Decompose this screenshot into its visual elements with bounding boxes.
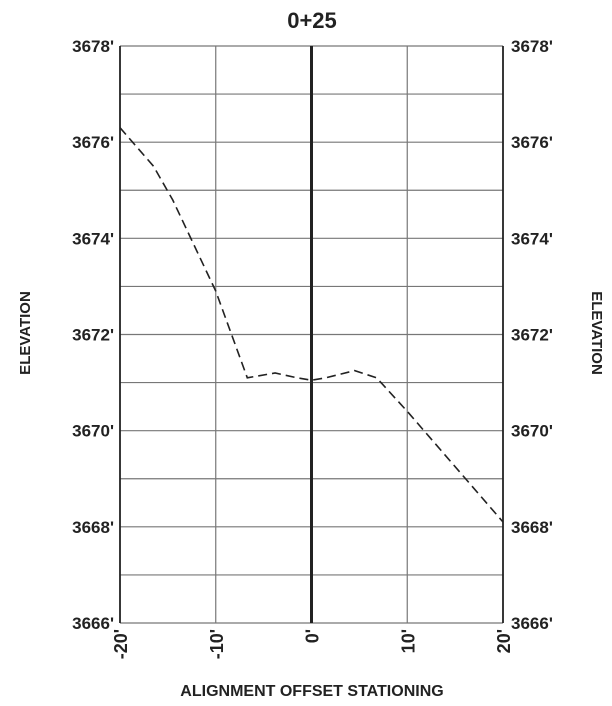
x-tick-label: 20' bbox=[494, 629, 514, 653]
y-tick-label-right: 3674' bbox=[511, 229, 553, 248]
y-tick-label-right: 3670' bbox=[511, 422, 553, 441]
grid bbox=[119, 45, 504, 624]
y-tick-label-left: 3666' bbox=[72, 614, 114, 633]
y-tick-label-right: 3666' bbox=[511, 614, 553, 633]
x-axis-label: ALIGNMENT OFFSET STATIONING bbox=[180, 683, 443, 700]
series-layer bbox=[119, 127, 504, 523]
y-tick-label-right: 3678' bbox=[511, 37, 553, 56]
x-tick-labels: -20' -10' 0' 10' 20' bbox=[111, 629, 514, 659]
ground-profile-line bbox=[119, 127, 504, 523]
y-tick-label-left: 3670' bbox=[72, 422, 114, 441]
y-axis-label-right: ELEVATION bbox=[588, 291, 605, 375]
x-tick-label: 0' bbox=[303, 629, 323, 643]
chart-title: 0+25 bbox=[287, 8, 337, 33]
y-axis-label-left: ELEVATION bbox=[17, 291, 34, 375]
y-tick-label-left: 3668' bbox=[72, 518, 114, 537]
y-tick-label-right: 3668' bbox=[511, 518, 553, 537]
y-tick-label-right: 3672' bbox=[511, 326, 553, 345]
y-tick-label-left: 3672' bbox=[72, 326, 114, 345]
y-tick-label-left: 3674' bbox=[72, 229, 114, 248]
x-tick-label: 10' bbox=[398, 629, 418, 653]
x-tick-label: -10' bbox=[207, 629, 227, 659]
y-tick-label-left: 3678' bbox=[72, 37, 114, 56]
y-tick-labels-left: 3666' 3668' 3670' 3672' 3674' 3676' 3678' bbox=[72, 37, 114, 633]
y-tick-label-left: 3676' bbox=[72, 133, 114, 152]
y-tick-label-right: 3676' bbox=[511, 133, 553, 152]
y-tick-labels-right: 3666' 3668' 3670' 3672' 3674' 3676' 3678' bbox=[511, 37, 553, 633]
x-tick-label: -20' bbox=[111, 629, 131, 659]
